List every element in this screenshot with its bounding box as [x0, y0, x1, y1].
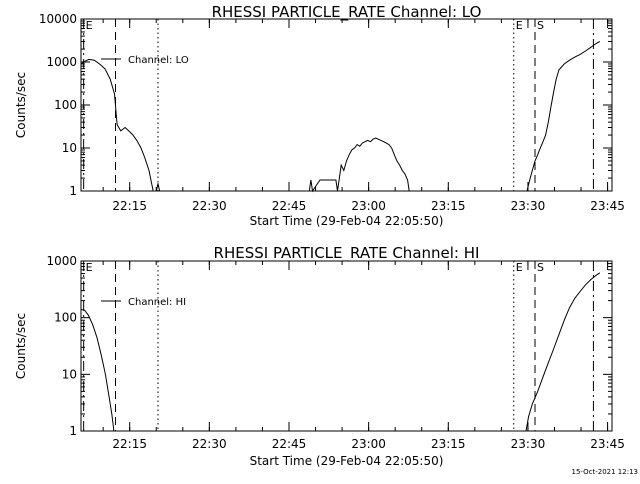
- panel-1-series-line: [526, 41, 601, 192]
- panel-1-x-tick-label: 23:45: [590, 199, 625, 213]
- panel-1-plot-frame: [80, 18, 613, 192]
- panel-1-series-line: [80, 58, 154, 192]
- panel-2-event-marker-label: S: [537, 261, 544, 274]
- panel-2-y-axis-label: Counts/sec: [14, 313, 28, 379]
- panel-1-x-tick-label: 22:15: [112, 199, 147, 213]
- panel-1-series-line: [155, 183, 161, 192]
- panel-1-x-tick-label: 22:45: [272, 199, 307, 213]
- footer-timestamp: 15-Oct-2021 12:13: [572, 468, 638, 476]
- panel-2-y-tick-label: 1000: [46, 254, 77, 268]
- panel-1-x-tick-label: 23:15: [431, 199, 466, 213]
- panel-1-x-axis-label: Start Time (29-Feb-04 22:05:50): [250, 214, 444, 228]
- panel-2-event-marker-label: E: [516, 261, 523, 274]
- panel-1-x-tick-label: 23:00: [351, 199, 386, 213]
- panel-1-x-tick-label: 23:30: [511, 199, 546, 213]
- panel-2-event-marker-label: E: [86, 261, 93, 274]
- panel-1-event-marker-label: E: [86, 19, 93, 32]
- panel-2-x-tick-label: 23:30: [511, 437, 546, 451]
- panel-1-y-tick-label: 10000: [39, 12, 77, 26]
- panel-1-event-marker-label: E: [516, 19, 523, 32]
- panel-2-x-tick-label: 22:45: [272, 437, 307, 451]
- panel-2-x-tick-label: 22:30: [192, 437, 227, 451]
- panel-2-x-axis-label: Start Time (29-Feb-04 22:05:50): [250, 454, 444, 468]
- panel-2-series-line: [80, 308, 115, 432]
- panel-2-y-tick-label: 1: [69, 424, 77, 438]
- panel-1-y-tick-label: 100: [54, 98, 77, 112]
- panel-2-x-tick-label: 23:15: [431, 437, 466, 451]
- panel-2-plot-frame: [80, 260, 613, 432]
- panel-1-event-marker-label: S: [537, 19, 544, 32]
- panel-1-y-axis-label: Counts/sec: [14, 72, 28, 138]
- panel-2-x-tick-label: 23:45: [590, 437, 625, 451]
- panel-1-y-tick-label: 1: [69, 184, 77, 198]
- panel-2-x-tick-label: 23:00: [351, 437, 386, 451]
- panel-2-legend-label: Channel: HI: [128, 297, 186, 308]
- panel-1-y-tick-label: 1000: [46, 55, 77, 69]
- panel-2-series-line: [525, 272, 601, 432]
- panel-2-chart-title: RHESSI PARTICLE_RATE Channel: HI: [214, 244, 480, 263]
- panel-2-y-tick-label: 10: [62, 367, 77, 381]
- panel-1-legend-label: Channel: LO: [128, 55, 189, 66]
- panel-1-x-tick-label: 22:30: [192, 199, 227, 213]
- panel-1-series-line: [308, 137, 410, 193]
- panel-2-y-tick-label: 100: [54, 311, 77, 325]
- panel-2-x-tick-label: 22:15: [112, 437, 147, 451]
- panel-1-chart-title: RHESSI PARTICLE_RATE Channel: LO: [212, 3, 482, 22]
- panel-1-y-tick-label: 10: [62, 141, 77, 155]
